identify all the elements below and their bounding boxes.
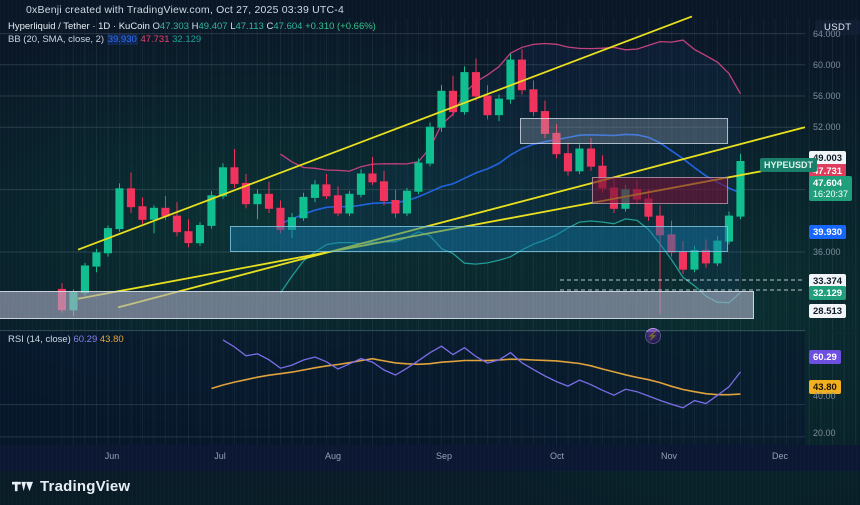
rsi-title[interactable]: RSI (14, close) xyxy=(8,334,71,345)
time-tick-oct: Oct xyxy=(549,451,565,461)
rsi-chart-svg xyxy=(0,332,856,445)
rsi-legend-ma-value: 43.80 xyxy=(99,334,124,345)
bb-upper-line xyxy=(280,39,742,172)
symbol-label[interactable]: Hyperliquid / Tether · 1D · KuCoin xyxy=(8,21,150,32)
bb-basis-value: 47.731 xyxy=(140,33,170,45)
price-tick-60.000: 60.000 xyxy=(813,59,841,70)
bb-fill xyxy=(280,40,741,303)
chart-legend: Hyperliquid / Tether · 1D · KuCoin O47.3… xyxy=(8,21,376,46)
credit-line: 0xBenji created with TradingView.com, Oc… xyxy=(26,4,345,16)
time-tick-dec: Dec xyxy=(771,451,789,461)
symbol-price-tag[interactable]: HYPEUSDT xyxy=(760,158,818,172)
price-tick-36.000: 36.000 xyxy=(813,247,841,257)
demand-zone-cyan[interactable] xyxy=(230,226,728,252)
tradingview-logo: TradingView xyxy=(12,478,130,495)
pane-divider[interactable] xyxy=(0,330,805,331)
supply-zone-upper[interactable] xyxy=(520,118,728,144)
symbol-ohlc-row: Hyperliquid / Tether · 1D · KuCoin O47.3… xyxy=(8,21,376,34)
support-level-badge[interactable]: 33.374 xyxy=(809,274,847,288)
rsi-tick-40.00: 40.00 xyxy=(813,391,836,401)
close-value: 47.604 xyxy=(273,21,303,32)
bb-lower-badge[interactable]: 32.129 xyxy=(809,286,847,300)
bb-title[interactable]: BB (20, SMA, close, 2) xyxy=(8,33,105,45)
low-label: L xyxy=(230,21,236,32)
change-value: +0.310 (+0.66%) xyxy=(305,21,376,32)
candlestick-series[interactable] xyxy=(57,49,745,316)
bb-lower-line xyxy=(279,218,741,304)
supply-zone-mid[interactable] xyxy=(592,177,728,204)
rsi-ma-line xyxy=(211,357,741,396)
rsi-ma-badge[interactable]: 43.80 xyxy=(809,380,841,394)
high-value: 49.407 xyxy=(198,21,228,32)
rsi-legend-value: 60.29 xyxy=(73,334,98,345)
lower-support-badge[interactable]: 28.513 xyxy=(809,304,847,318)
bollinger-legend-row: BB (20, SMA, close, 2) 39.930 47.731 32.… xyxy=(8,33,376,47)
time-tick-jul: Jul xyxy=(214,451,226,461)
time-tick-nov: Nov xyxy=(660,451,678,461)
bb-lower-value: 32.129 xyxy=(172,33,202,45)
open-label: O xyxy=(152,21,160,32)
rsi-pane[interactable] xyxy=(0,332,856,445)
bb-upper-badge[interactable]: 39.930 xyxy=(809,225,847,239)
low-value: 47.113 xyxy=(235,21,264,32)
price-tick-64.000: 64.000 xyxy=(813,28,841,39)
rsi-tick-20.00: 20.00 xyxy=(813,428,836,438)
bb-upper-value: 39.930 xyxy=(106,33,138,45)
tradingview-mark-icon xyxy=(12,481,33,492)
resistance-level-badge[interactable]: 49.003 xyxy=(809,151,847,165)
brand-name: TradingView xyxy=(40,478,131,495)
price-chart-svg xyxy=(0,15,856,330)
price-tick-52.000: 52.000 xyxy=(813,122,841,133)
time-tick-jun: Jun xyxy=(104,451,120,461)
last-price-badge[interactable]: 47.604 16:20:37 xyxy=(809,176,853,201)
rsi-legend: RSI (14, close) 60.29 43.80 xyxy=(8,334,124,345)
close-label: C xyxy=(266,21,274,32)
price-pane[interactable]: ⚡ xyxy=(0,15,856,344)
bb-basis-line xyxy=(280,133,741,225)
time-tick-aug: Aug xyxy=(324,451,342,461)
bar-countdown: 16:20:37 xyxy=(813,188,849,199)
time-axis[interactable]: Jun Jul Aug Sep Oct Nov Dec xyxy=(0,445,860,471)
time-tick-sep: Sep xyxy=(435,451,453,461)
currency-label: USDT xyxy=(815,20,860,35)
demand-zone-wide[interactable] xyxy=(0,291,754,319)
open-value: 47.303 xyxy=(159,21,189,32)
high-label: H xyxy=(191,21,199,32)
bb-basis-badge[interactable]: 47.731 xyxy=(809,164,847,178)
price-tick-56.000: 56.000 xyxy=(813,91,841,101)
rsi-value-badge[interactable]: 60.29 xyxy=(809,350,841,364)
wedge-lower[interactable] xyxy=(117,126,806,309)
price-axis[interactable]: USDT 64.00060.00056.00052.00044.00036.00… xyxy=(805,18,860,445)
rising-resistance[interactable] xyxy=(77,15,693,251)
rsi-line xyxy=(222,339,742,409)
